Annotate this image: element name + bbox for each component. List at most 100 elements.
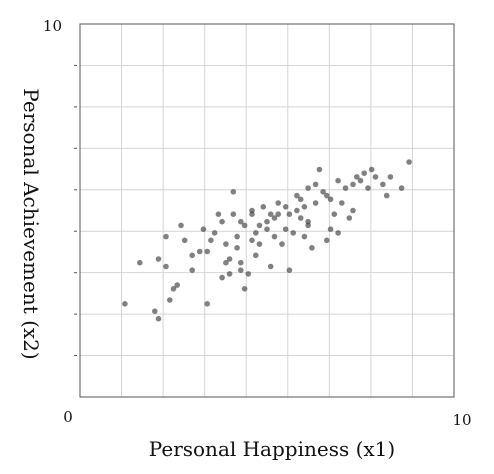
data-point: [196, 248, 203, 255]
data-point: [275, 211, 282, 217]
data-point: [305, 185, 311, 191]
x-tick-label-max: 10: [452, 411, 471, 429]
data-point: [275, 200, 282, 206]
data-point: [152, 308, 158, 315]
data-point: [335, 230, 341, 236]
data-point: [223, 259, 229, 266]
data-point: [368, 166, 375, 173]
data-point: [122, 301, 128, 307]
data-point: [361, 170, 368, 176]
data-point: [279, 241, 285, 247]
data-point: [324, 237, 330, 244]
data-point: [189, 252, 195, 259]
data-point: [320, 189, 326, 195]
data-point: [316, 166, 323, 173]
data-point: [219, 218, 225, 225]
ticks: [74, 64, 77, 357]
data-point: [305, 218, 311, 225]
data-point: [312, 200, 319, 206]
data-point: [327, 226, 334, 232]
data-point: [260, 204, 267, 210]
data-point: [301, 204, 308, 210]
data-point: [253, 230, 259, 236]
data-point: [327, 196, 334, 203]
data-point: [238, 267, 244, 274]
data-point: [290, 230, 297, 236]
data-point: [294, 207, 300, 214]
data-point: [163, 233, 169, 240]
data-point: [155, 256, 162, 262]
y-tick-label-max: 10: [43, 17, 62, 35]
data-point: [297, 215, 304, 221]
data-point: [267, 263, 274, 270]
data-point: [249, 237, 255, 244]
y-axis-label: Personal Achievement (x2): [19, 88, 43, 359]
data-point: [301, 233, 308, 240]
data-point: [271, 215, 278, 221]
data-point: [204, 301, 210, 307]
data-point: [234, 233, 240, 240]
data-point: [155, 315, 162, 322]
data-point: [297, 196, 304, 203]
data-point: [226, 271, 233, 277]
data-point: [372, 174, 379, 180]
data-point: [249, 207, 255, 214]
data-point: [324, 192, 330, 199]
data-point: [286, 211, 293, 217]
data-point: [282, 226, 289, 232]
data-point: [346, 215, 353, 221]
data-point: [380, 181, 386, 188]
x-tick-label-min: 0: [63, 408, 73, 426]
data-point: [387, 174, 394, 180]
data-point: [271, 233, 278, 240]
data-point: [294, 192, 300, 199]
data-point: [189, 267, 195, 274]
data-point: [365, 185, 371, 191]
data-point: [230, 189, 237, 195]
data-point: [267, 211, 274, 217]
data-point: [200, 226, 207, 232]
data-point: [264, 226, 270, 232]
data-point: [163, 263, 169, 270]
data-point: [350, 207, 356, 214]
data-point: [339, 200, 345, 206]
data-point: [167, 297, 173, 303]
data-point: [137, 259, 143, 266]
data-point: [219, 274, 225, 281]
data-point: [211, 230, 218, 236]
data-point: [335, 177, 341, 184]
data-point: [253, 252, 259, 259]
data-point: [398, 185, 405, 191]
data-point: [170, 286, 177, 292]
data-point: [241, 222, 248, 229]
data-point: [245, 271, 252, 277]
data-point: [331, 211, 338, 217]
data-point: [383, 192, 390, 199]
data-point: [312, 181, 319, 188]
data-point: [204, 248, 210, 255]
data-points: [122, 159, 412, 322]
data-point: [238, 259, 244, 266]
data-point: [354, 174, 360, 180]
data-point: [282, 204, 289, 210]
data-point: [208, 237, 214, 244]
data-point: [342, 185, 349, 191]
data-point: [256, 222, 263, 229]
data-point: [215, 211, 222, 217]
data-point: [256, 241, 263, 247]
data-point: [406, 159, 412, 165]
data-point: [309, 245, 315, 251]
grid: [80, 24, 454, 397]
plot-frame: [79, 23, 455, 398]
data-point: [357, 177, 364, 184]
data-point: [230, 211, 237, 217]
data-point: [286, 267, 293, 274]
data-point: [241, 286, 248, 292]
data-point: [234, 245, 240, 251]
data-point: [178, 222, 184, 229]
data-point: [223, 241, 229, 247]
data-point: [174, 282, 180, 288]
data-point: [264, 218, 270, 225]
data-point: [350, 181, 356, 188]
